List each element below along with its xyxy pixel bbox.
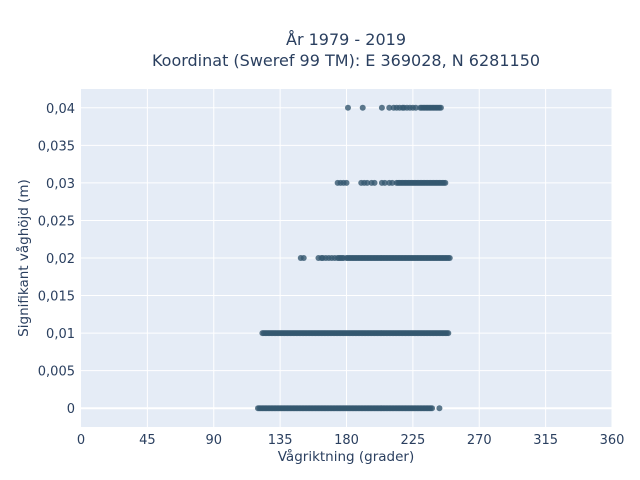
- x-tick-label: 360: [600, 433, 625, 448]
- y-tick-label: 0,01: [46, 327, 75, 342]
- chart-title-line2: Koordinat (Sweref 99 TM): E 369028, N 62…: [152, 51, 540, 70]
- x-tick-label: 90: [205, 433, 222, 448]
- x-tick-label: 135: [268, 433, 293, 448]
- data-point: [300, 255, 307, 261]
- x-tick-label: 225: [400, 433, 425, 448]
- data-point: [437, 104, 444, 111]
- data-point: [359, 104, 366, 111]
- data-point: [371, 179, 378, 186]
- data-markers: [255, 104, 453, 412]
- x-tick-label: 315: [533, 433, 558, 448]
- data-point: [446, 255, 453, 261]
- data-point: [389, 179, 396, 186]
- data-point: [412, 104, 419, 111]
- data-point: [436, 405, 443, 412]
- x-axis-label: Vågriktning (grader): [278, 448, 415, 465]
- y-tick-label: 0,04: [46, 102, 75, 117]
- data-point: [344, 104, 351, 111]
- chart-title-line1: År 1979 - 2019: [286, 30, 406, 49]
- x-tick-label: 270: [467, 433, 492, 448]
- y-tick-label: 0,035: [38, 139, 75, 154]
- y-tick-label: 0,02: [46, 252, 75, 267]
- data-point: [445, 330, 452, 337]
- x-tick-label: 0: [77, 433, 85, 448]
- x-tick-label: 180: [334, 433, 359, 448]
- data-point: [378, 104, 385, 111]
- tick-labels: 0 45 90 135 180 225 270 315 360 0 0,005 0,01 0,015 0,…: [38, 102, 625, 448]
- y-tick-label: 0,015: [38, 290, 75, 305]
- x-tick-label: 45: [139, 433, 156, 448]
- data-point: [429, 405, 436, 412]
- y-tick-label: 0: [67, 402, 75, 417]
- data-point: [364, 179, 371, 186]
- data-point: [381, 179, 388, 186]
- data-point: [442, 179, 449, 186]
- data-point: [343, 179, 350, 186]
- data-point: [386, 104, 393, 111]
- y-tick-label: 0,03: [46, 177, 75, 192]
- y-tick-label: 0,005: [38, 365, 75, 380]
- y-axis-label: Signifikant våghöjd (m): [15, 179, 32, 337]
- y-tick-label: 0,025: [38, 214, 75, 229]
